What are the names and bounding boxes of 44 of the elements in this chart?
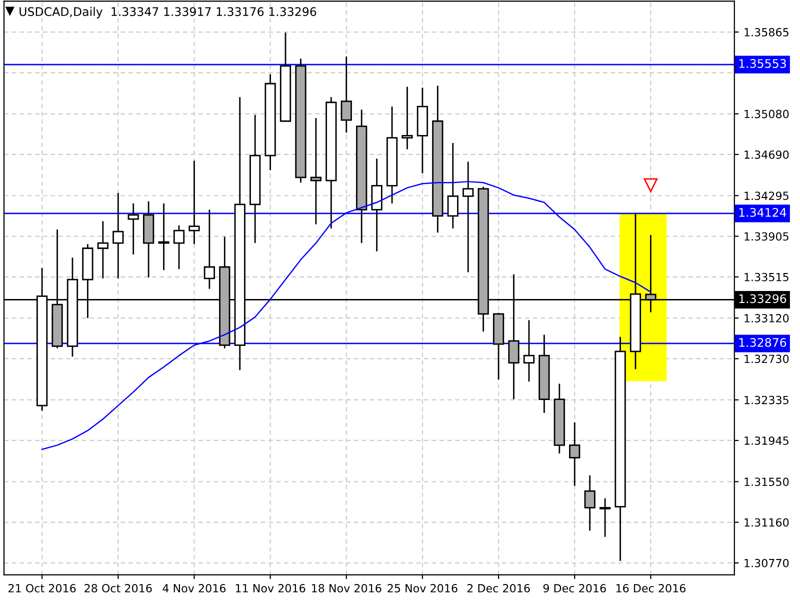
candlestick [447, 142, 458, 230]
y-tick-label: 1.34690 [744, 150, 789, 159]
ref-line-label: 1.34124 [739, 208, 786, 217]
candlestick [204, 209, 215, 290]
candlestick [128, 202, 139, 256]
x-tick-label: 25 Nov 2016 [388, 584, 458, 592]
y-tick-label: 1.35080 [744, 110, 789, 118]
chart-title: USDCAD,Daily 1.33347 1.33917 1.33176 1.33296 [20, 6, 316, 18]
y-tick-label: 1.30770 [744, 558, 789, 568]
y-tick-label: 1.35865 [744, 28, 788, 36]
candlestick [112, 192, 124, 280]
x-tick-label: 2 Dec 2016 [467, 584, 530, 592]
y-tick-label: 1.33515 [744, 272, 788, 282]
candlestick [402, 86, 413, 150]
candlestick [340, 56, 352, 134]
x-tick-label: 9 Dec 2016 [543, 584, 606, 592]
x-tick-label: 18 Nov 2016 [312, 584, 382, 592]
ref-line-label: 1.33296 [739, 294, 786, 304]
candlestick [584, 474, 596, 532]
y-tick-label: 1.31160 [744, 518, 789, 527]
ref-line-label: 1.32876 [739, 338, 786, 347]
y-tick-label: 1.34295 [744, 192, 788, 200]
candlestick [523, 319, 535, 382]
y-tick-label: 1.33120 [744, 314, 789, 322]
ref-line-label: 1.35553 [739, 59, 786, 68]
x-tick-label: 21 Oct 2016 [8, 584, 76, 592]
candlestick [173, 224, 185, 270]
x-tick-label: 16 Dec 2016 [616, 584, 686, 592]
x-tick-label: 4 Nov 2016 [162, 584, 226, 592]
candlestick [97, 220, 108, 280]
y-tick-label: 1.31945 [744, 436, 788, 445]
candlestick [569, 422, 580, 487]
y-tick-label: 1.32335 [744, 396, 788, 404]
candlestick [599, 498, 611, 538]
y-tick-label: 1.31550 [744, 478, 789, 486]
candlestick [371, 158, 382, 252]
y-tick-label: 1.32730 [744, 354, 789, 364]
y-tick-label: 1.33905 [744, 232, 788, 241]
x-tick-label: 28 Oct 2016 [84, 584, 152, 592]
candlestick [158, 202, 170, 271]
x-tick-label: 11 Nov 2016 [236, 584, 306, 592]
candlestick [188, 160, 200, 245]
candlestick [462, 161, 474, 273]
candlestick [310, 117, 322, 225]
